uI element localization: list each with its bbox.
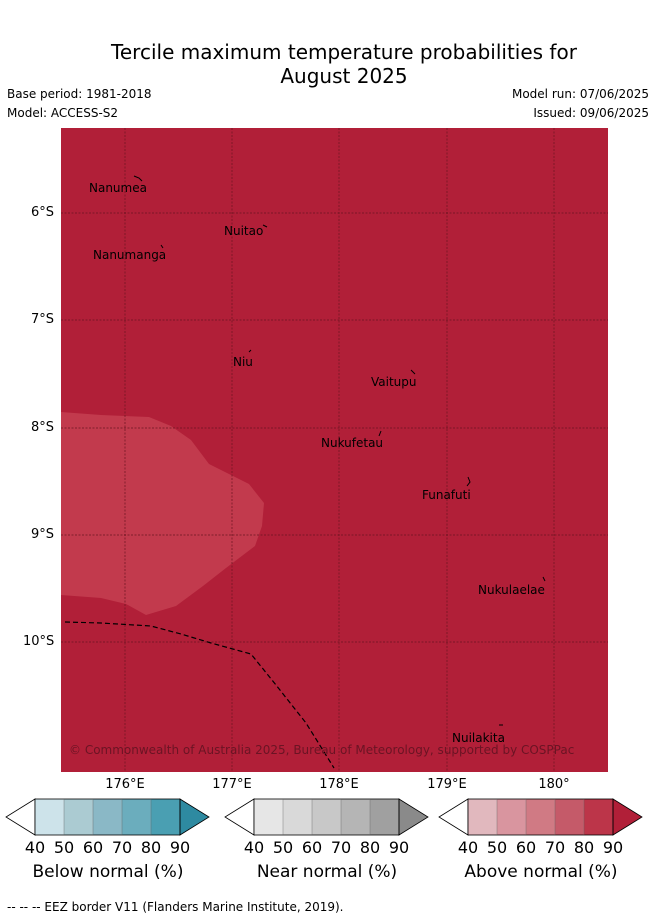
- lon-label: 178°E: [319, 777, 359, 792]
- colorbar-segment: [254, 799, 283, 835]
- colorbar-segment: [584, 799, 613, 835]
- colorbar-segment: [35, 799, 64, 835]
- place-label: Nuitao: [224, 224, 264, 238]
- colorbar-tick: 70: [111, 838, 133, 857]
- page-title: Tercile maximum temperature probabilitie…: [0, 40, 655, 88]
- colorbar-tick: 80: [573, 838, 595, 857]
- eez-border: [64, 621, 335, 769]
- lat-label: 7°S: [31, 312, 55, 327]
- lat-label: 10°S: [23, 634, 55, 649]
- copyright-notice: © Commonwealth of Australia 2025, Bureau…: [69, 743, 575, 757]
- lat-label: 8°S: [31, 420, 55, 435]
- colorbar-label-near: Near normal (%): [256, 862, 398, 882]
- colorbar-tick: 50: [486, 838, 508, 857]
- colorbar-low-arrow: [224, 798, 255, 836]
- eez-legend-note: -- -- -- EEZ border V11 (Flanders Marine…: [7, 900, 344, 914]
- colorbar-frame: [467, 798, 614, 836]
- colorbar-segment: [526, 799, 555, 835]
- place-label: Funafuti: [422, 488, 471, 502]
- colorbar-tick: 60: [515, 838, 537, 857]
- colorbar-segment: [122, 799, 151, 835]
- lon-label: 179°E: [427, 777, 467, 792]
- lon-label: 180°: [538, 777, 570, 792]
- colorbar-segment: [93, 799, 122, 835]
- colorbar-near-normal: [224, 798, 429, 836]
- colorbar-high-arrow: [398, 798, 429, 836]
- colorbar-segment: [497, 799, 526, 835]
- colorbar-segment: [64, 799, 93, 835]
- colorbar-tick: 80: [140, 838, 162, 857]
- colorbar-low-arrow: [438, 798, 469, 836]
- colorbar-tick: 40: [243, 838, 265, 857]
- lon-label: 177°E: [212, 777, 252, 792]
- lon-label: 176°E: [105, 777, 145, 792]
- lighter-probability-patch: [61, 412, 264, 615]
- model-run: Model run: 07/06/2025: [511, 87, 649, 101]
- colorbar-tick: 60: [301, 838, 323, 857]
- colorbar-high-arrow: [179, 798, 210, 836]
- colorbar-low-arrow: [5, 798, 36, 836]
- colorbar-segment: [468, 799, 497, 835]
- colorbar-high-arrow: [612, 798, 643, 836]
- colorbar-tick: 90: [388, 838, 410, 857]
- graticule: [61, 128, 608, 772]
- colorbar-below-normal: [5, 798, 210, 836]
- colorbar-tick: 90: [602, 838, 624, 857]
- colorbar-tick: 60: [82, 838, 104, 857]
- colorbar-label-above: Above normal (%): [464, 862, 618, 882]
- colorbar-label-below: Below normal (%): [32, 862, 184, 882]
- colorbar-segment: [312, 799, 341, 835]
- place-label: Nuilakita: [452, 731, 505, 745]
- place-label: Nanumanga: [93, 248, 167, 262]
- colorbar-segment: [151, 799, 180, 835]
- colorbar-tick: 40: [24, 838, 46, 857]
- colorbar-tick: 50: [272, 838, 294, 857]
- colorbar-tick: 40: [457, 838, 479, 857]
- colorbar-tick: 70: [330, 838, 352, 857]
- island-outlines: [133, 175, 546, 726]
- colorbar-segment: [283, 799, 312, 835]
- colorbar-tick: 70: [544, 838, 566, 857]
- issued-date: Issued: 09/06/2025: [533, 106, 649, 120]
- place-label: Vaitupu: [371, 375, 417, 389]
- colorbar-frame: [34, 798, 181, 836]
- forecast-map: [61, 128, 608, 772]
- colorbar-tick: 80: [359, 838, 381, 857]
- title-line-1: Tercile maximum temperature probabilitie…: [111, 40, 577, 64]
- model-name: Model: ACCESS-S2: [7, 106, 119, 120]
- title-line-2: August 2025: [280, 64, 408, 88]
- colorbar-tick: 90: [169, 838, 191, 857]
- colorbar-segment: [370, 799, 399, 835]
- place-label: Niu: [233, 355, 253, 369]
- base-period: Base period: 1981-2018: [7, 87, 152, 101]
- colorbar-segment: [341, 799, 370, 835]
- lat-label: 9°S: [31, 527, 55, 542]
- place-label: Nanumea: [89, 181, 147, 195]
- colorbar-segment: [555, 799, 584, 835]
- colorbar-above-normal: [438, 798, 643, 836]
- place-label: Nukufetau: [321, 436, 384, 450]
- colorbar-tick: 50: [53, 838, 75, 857]
- lat-label: 6°S: [31, 205, 55, 220]
- colorbar-frame: [253, 798, 400, 836]
- place-label: Nukulaelae: [478, 583, 545, 597]
